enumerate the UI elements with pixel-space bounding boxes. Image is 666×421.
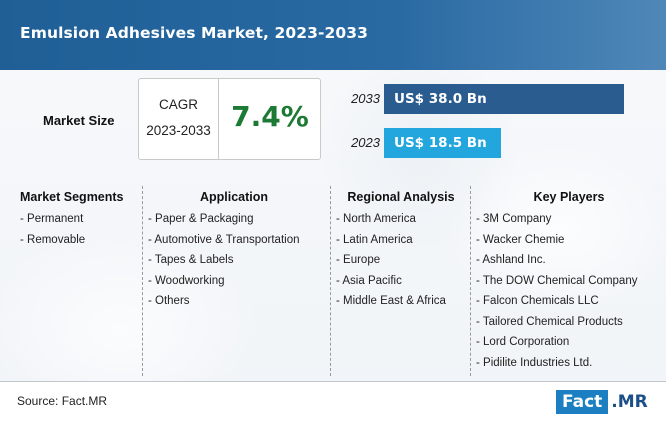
column-heading: Application	[199, 190, 269, 204]
cagr-label: CAGR	[158, 97, 198, 112]
page-title: Emulsion Adhesives Market, 2023-2033	[20, 24, 369, 42]
column-divider	[330, 186, 331, 376]
list-item: - Permanent	[20, 213, 84, 225]
list-item: - Asia Pacific	[336, 274, 402, 287]
list-item: - Lord Corporation	[476, 336, 570, 348]
list-item: - Paper & Packaging	[148, 213, 254, 225]
column-heading: Regional Analysis	[347, 190, 455, 204]
list-item: - Europe	[336, 254, 381, 266]
list-item: - Woodworking	[148, 274, 225, 287]
column-divider	[470, 186, 471, 376]
list-item: - The DOW Chemical Company	[476, 274, 638, 287]
list-item: - Middle East & Africa	[336, 295, 446, 307]
cagr-period: 2023-2033	[146, 123, 211, 138]
footer: Source: Fact.MR Fact .MR	[0, 382, 666, 421]
list-item: - Wacker Chemie	[476, 233, 565, 246]
column-heading: Key Players	[533, 190, 605, 204]
bar-year-label-2023: 2023	[351, 135, 380, 150]
bar-year-label-2033: 2033	[351, 91, 380, 106]
factmr-logo: Fact .MR	[556, 390, 652, 414]
column-heading: Market Segments	[20, 190, 124, 204]
list-item: - Pidilite Industries Ltd.	[476, 356, 593, 369]
cagr-divider	[218, 79, 219, 159]
regional-analysis-column: Regional Analysis - North America - Lati…	[336, 190, 466, 315]
bar-2023: US$ 18.5 Bn	[384, 128, 501, 158]
column-divider	[142, 186, 143, 376]
key-players-column: Key Players - 3M Company - Wacker Chemie…	[476, 190, 662, 376]
list-item: - Ashland Inc.	[476, 254, 546, 266]
footer-divider	[0, 381, 666, 382]
list-item: - Tapes & Labels	[148, 254, 234, 266]
market-size-label: Market Size	[43, 113, 115, 128]
cagr-box: CAGR 2023-2033 7.4%	[138, 78, 321, 160]
logo-mr-text: .MR	[608, 390, 652, 414]
bar-2033: US$ 38.0 Bn	[384, 84, 624, 114]
background-overlay	[0, 70, 666, 381]
logo-fact-text: Fact	[556, 390, 609, 414]
title-banner: Emulsion Adhesives Market, 2023-2033	[0, 0, 666, 70]
list-item: - North America	[336, 213, 416, 225]
cagr-value: 7.4%	[231, 100, 309, 133]
list-item: - Others	[148, 295, 190, 307]
list-item: - Latin America	[336, 233, 413, 246]
list-item: - Falcon Chemicals LLC	[476, 295, 599, 307]
list-item: - Automotive & Transportation	[148, 233, 300, 246]
market-segments-column: Market Segments - Permanent - Removable	[20, 190, 138, 253]
bar-value-label-2033: US$ 38.0 Bn	[394, 91, 487, 107]
application-column: Application - Paper & Packaging - Automo…	[148, 190, 326, 315]
list-item: - Removable	[20, 233, 86, 246]
list-item: - 3M Company	[476, 213, 552, 225]
list-item: - Tailored Chemical Products	[476, 315, 623, 328]
source-note: Source: Fact.MR	[17, 394, 108, 408]
bar-value-label-2023: US$ 18.5 Bn	[394, 135, 487, 151]
